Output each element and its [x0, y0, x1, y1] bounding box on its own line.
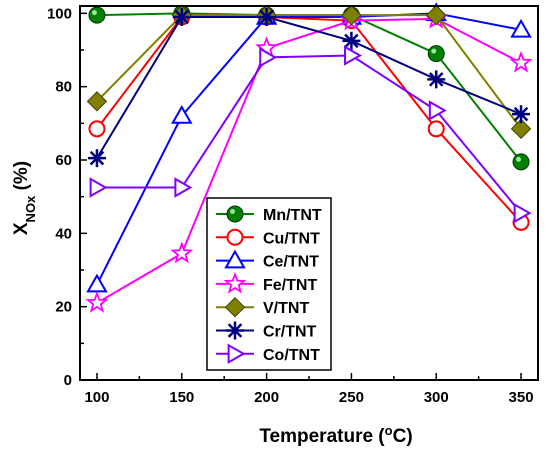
- data-point-mn-tnt: [427, 45, 445, 63]
- legend-item-cu-tnt: Cu/TNT: [216, 228, 320, 247]
- legend-marker-ce-tnt: [224, 249, 246, 269]
- y-tick-label: 60: [55, 152, 72, 169]
- data-point-v-tnt: [86, 91, 108, 112]
- x-tick-label: 100: [84, 389, 109, 406]
- data-point-cr-tnt: [512, 105, 531, 124]
- series-line-co-tnt: [96, 54, 522, 214]
- y-tick-label: 20: [55, 299, 72, 316]
- series-line-v-tnt: [96, 14, 522, 130]
- data-point-mn-tnt: [512, 153, 530, 171]
- data-point-fe-tnt: [85, 290, 109, 313]
- legend-item-fe-tnt: Fe/TNT: [216, 271, 317, 294]
- legend-marker-cu-tnt: [226, 228, 244, 246]
- data-point-v-tnt: [341, 4, 362, 26]
- data-point-cu-tnt: [88, 120, 106, 138]
- y-tick-label: 80: [55, 79, 72, 96]
- legend-label: Co/TNT: [263, 347, 320, 364]
- data-point-cr-tnt: [172, 8, 191, 26]
- axes-layer: 100 150 200 250 300 350 0 20 40 60 80 100: [47, 5, 539, 406]
- legend-marker-co-tnt: [227, 343, 246, 365]
- data-point-v-tnt: [510, 118, 532, 140]
- legend-marker-v-tnt: [224, 296, 246, 318]
- data-point-mn-tnt: [88, 6, 106, 24]
- legend-label: Cr/TNT: [263, 324, 317, 341]
- legend-label: Mn/TNT: [263, 207, 322, 224]
- legend-label: Fe/TNT: [263, 277, 317, 294]
- series-co-tnt: [89, 45, 532, 224]
- legend: Mn/TNT Cu/TNT Ce/TNT Fe/TNT V/TNT Cr/TNT Co/TN…: [206, 197, 332, 371]
- legend-marker-fe-tnt: [223, 271, 247, 294]
- data-point-fe-tnt: [509, 50, 533, 73]
- y-tick-label: 0: [64, 372, 72, 389]
- data-point-co-tnt: [259, 47, 278, 68]
- legend-item-v-tnt: V/TNT: [216, 296, 309, 318]
- data-point-ce-tnt: [171, 104, 193, 124]
- data-point-v-tnt: [426, 4, 447, 26]
- y-axis-title: XNOx (%): [11, 161, 38, 235]
- y-tick-label: 40: [55, 225, 72, 242]
- series-line-fe-tnt: [96, 17, 522, 304]
- data-point-co-tnt: [174, 177, 193, 198]
- data-point-cr-tnt: [257, 8, 276, 26]
- x-tick-label: 350: [509, 389, 534, 406]
- data-point-co-tnt: [428, 100, 447, 121]
- data-point-fe-tnt: [170, 241, 194, 264]
- series-line-ce-tnt: [96, 12, 522, 286]
- series-line-cr-tnt: [96, 16, 522, 159]
- x-tick-label: 300: [424, 389, 449, 406]
- legend-item-co-tnt: Co/TNT: [216, 343, 320, 365]
- legend-marker-cr-tnt: [226, 321, 244, 340]
- legend-item-mn-tnt: Mn/TNT: [216, 205, 322, 224]
- legend-label: V/TNT: [263, 300, 309, 317]
- data-point-cr-tnt: [342, 31, 361, 50]
- legend-label: Ce/TNT: [263, 254, 319, 271]
- data-point-ce-tnt: [510, 18, 532, 38]
- data-point-cr-tnt: [87, 149, 106, 168]
- series-cr-tnt: [87, 8, 531, 168]
- data-point-co-tnt: [89, 177, 108, 198]
- x-tick-label: 150: [169, 389, 194, 406]
- data-point-cr-tnt: [427, 70, 446, 89]
- legend-item-cr-tnt: Cr/TNT: [216, 321, 317, 341]
- x-axis-title: Temperature (oC): [259, 423, 412, 448]
- series-layer: [85, 2, 533, 313]
- x-tick-label: 250: [339, 389, 364, 406]
- x-tick-label: 200: [254, 389, 279, 406]
- data-point-cu-tnt: [427, 120, 445, 138]
- data-point-co-tnt: [513, 202, 532, 224]
- series-line-cu-tnt: [96, 16, 522, 224]
- y-tick-label: 100: [47, 5, 72, 22]
- legend-label: Cu/TNT: [263, 230, 320, 247]
- legend-marker-mn-tnt: [226, 205, 244, 223]
- legend-item-ce-tnt: Ce/TNT: [216, 249, 319, 271]
- data-point-co-tnt: [344, 45, 362, 66]
